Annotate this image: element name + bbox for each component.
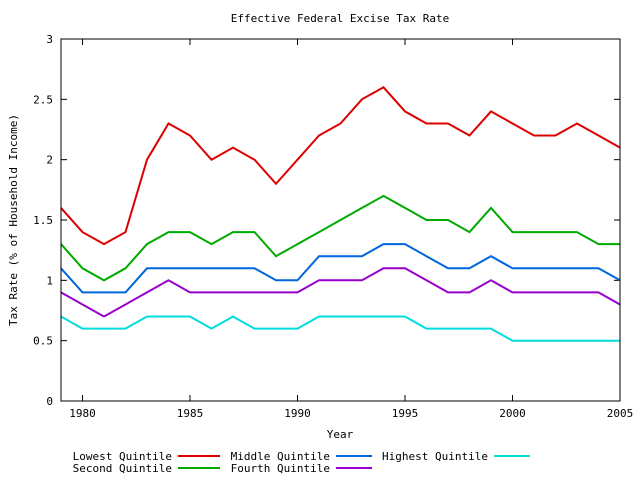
y-tick-label: 2.5 bbox=[33, 93, 53, 106]
y-tick-label: 3 bbox=[46, 33, 53, 46]
series-lines bbox=[60, 86, 621, 342]
chart-title: Effective Federal Excise Tax Rate bbox=[231, 12, 450, 25]
axis-ticks: 1980 1985 1990 1995 2000 2005 0 0.5 1 1.5 2 2.5 3 bbox=[33, 33, 633, 420]
y-tick-label: 0.5 bbox=[33, 335, 53, 348]
series-line-lowest-quintile bbox=[60, 86, 621, 246]
series-line-fourth-quintile bbox=[60, 267, 621, 318]
x-tick-label: 1995 bbox=[392, 407, 419, 420]
legend-label-second-quintile: Second Quintile bbox=[73, 462, 172, 475]
y-tick-label: 1.5 bbox=[33, 214, 53, 227]
series-line-middle-quintile bbox=[60, 243, 621, 294]
legend-label-highest-quintile: Highest Quintile bbox=[382, 450, 488, 463]
y-axis-label: Tax Rate (% of Household Income) bbox=[7, 114, 20, 326]
x-axis-label: Year bbox=[327, 428, 354, 441]
x-tick-label: 1985 bbox=[177, 407, 204, 420]
y-tick-label: 1 bbox=[46, 274, 53, 287]
y-tick-label: 0 bbox=[46, 395, 53, 408]
y-tick-label: 2 bbox=[46, 154, 53, 167]
x-tick-label: 2000 bbox=[499, 407, 526, 420]
legend-label-fourth-quintile: Fourth Quintile bbox=[231, 462, 330, 475]
legend-label-middle-quintile: Middle Quintile bbox=[231, 450, 330, 463]
legend-label-lowest-quintile: Lowest Quintile bbox=[73, 450, 172, 463]
series-line-highest-quintile bbox=[60, 315, 620, 342]
x-tick-label: 1990 bbox=[284, 407, 311, 420]
x-tick-label: 2005 bbox=[607, 407, 634, 420]
plot-frame bbox=[60, 38, 621, 402]
x-tick-label: 1980 bbox=[69, 407, 96, 420]
series-line-second-quintile bbox=[60, 194, 620, 282]
